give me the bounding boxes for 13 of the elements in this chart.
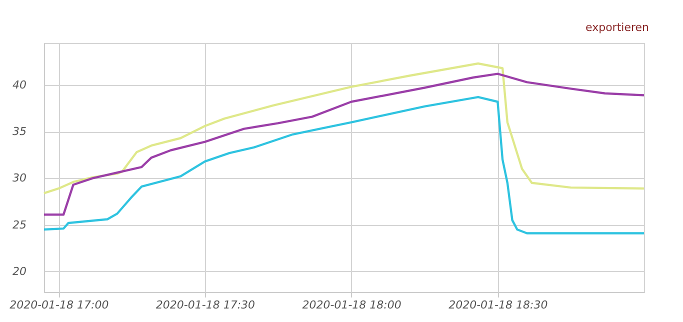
x-tick-label: 2020-01-18 17:00: [10, 298, 109, 312]
line-series: [42, 62, 646, 194]
x-tick-label: 2020-01-18 17:30: [156, 298, 256, 312]
y-tick-label: 25: [12, 218, 26, 232]
y-tick-label: 40: [12, 78, 26, 92]
x-tick-label: 2020-01-18 18:30: [448, 298, 548, 312]
line-series: [42, 72, 646, 216]
line-series: [42, 96, 646, 234]
y-tick-label: 35: [12, 125, 26, 138]
y-tick-label: 30: [12, 172, 26, 185]
y-tick-label: 20: [12, 264, 26, 278]
text: exportieren: [586, 21, 650, 34]
x-tick-label: 2020-01-18 18:00: [302, 298, 402, 312]
